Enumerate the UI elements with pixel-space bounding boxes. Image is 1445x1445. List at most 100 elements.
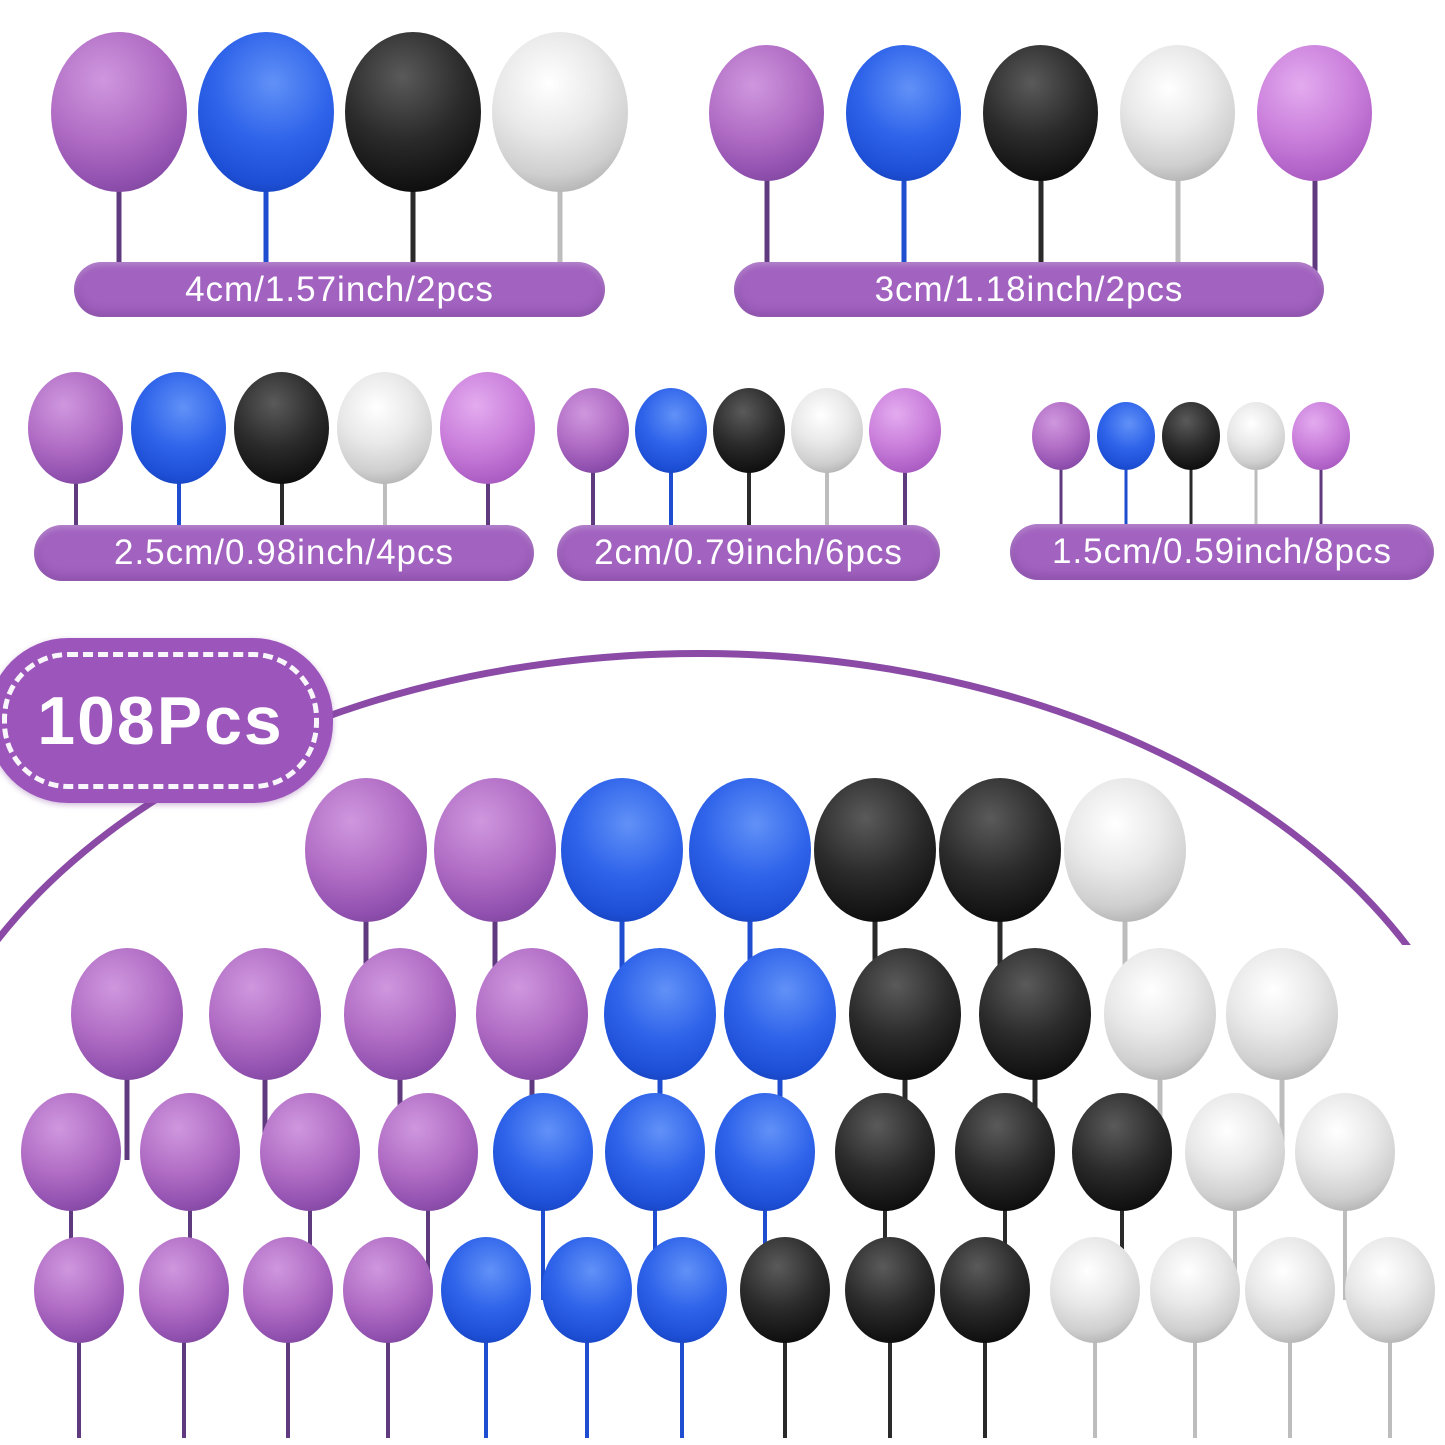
cake-topper-blue: [441, 1237, 531, 1438]
silver-ball: [1295, 1093, 1395, 1211]
purple-ball: [71, 948, 183, 1080]
ball-stick: [783, 1322, 787, 1438]
cake-topper-blue: [131, 372, 226, 560]
cake-topper-silver: [1150, 1237, 1240, 1438]
ball-stick: [680, 1322, 684, 1438]
ball-stick: [124, 1054, 130, 1160]
cake-topper-black: [979, 948, 1091, 1160]
cake-topper-silver: [791, 388, 863, 560]
cake-topper-blue: [637, 1237, 727, 1438]
cake-topper-purple: [434, 778, 556, 1000]
cake-topper-orchid: [869, 388, 941, 560]
cake-topper-purple: [378, 1093, 478, 1300]
cake-topper-silver: [1050, 1237, 1140, 1438]
black-ball: [1072, 1093, 1172, 1211]
ball-stick: [541, 1187, 545, 1300]
ball-stick: [1175, 154, 1180, 295]
piece-count-badge: 108Pcs: [0, 638, 333, 803]
ball-stick: [557, 160, 563, 295]
purple-ball: [28, 372, 123, 484]
cake-topper-silver: [1245, 1237, 1335, 1438]
blue-ball: [493, 1093, 593, 1211]
ball-stick: [1157, 1054, 1163, 1160]
cake-topper-orchid: [440, 372, 535, 560]
purple-ball: [557, 388, 629, 473]
ball-stick: [262, 1054, 268, 1160]
blue-ball: [715, 1093, 815, 1211]
ball-stick: [1254, 456, 1258, 560]
blue-ball: [198, 32, 334, 192]
ball-stick: [484, 1322, 488, 1438]
purple-ball: [260, 1093, 360, 1211]
cake-topper-black: [845, 1237, 935, 1438]
cake-topper-black: [740, 1237, 830, 1438]
blue-ball: [605, 1093, 705, 1211]
silver-ball: [1050, 1237, 1140, 1343]
cake-topper-purple: [343, 1237, 433, 1438]
black-ball: [345, 32, 481, 192]
blue-ball: [635, 388, 707, 473]
cake-topper-purple: [305, 778, 427, 1000]
cake-topper-blue: [715, 1093, 815, 1300]
black-ball: [234, 372, 329, 484]
ball-stick: [872, 893, 878, 1000]
cake-topper-black: [983, 45, 1098, 295]
blue-ball: [131, 372, 226, 484]
blue-ball: [1097, 402, 1155, 470]
cake-topper-purple: [243, 1237, 333, 1438]
cake-topper-silver: [1227, 402, 1285, 560]
size-label-pill: 1.5cm/0.59inch/8pcs: [1010, 524, 1434, 580]
cake-topper-silver: [492, 32, 628, 295]
ball-stick: [386, 1322, 390, 1438]
black-ball: [713, 388, 785, 473]
cake-topper-silver: [1064, 778, 1186, 1000]
cake-topper-black: [234, 372, 329, 560]
ball-stick: [1093, 1322, 1097, 1438]
black-ball: [979, 948, 1091, 1080]
blue-ball: [542, 1237, 632, 1343]
cake-topper-silver: [1295, 1093, 1395, 1300]
blue-ball: [604, 948, 716, 1080]
cake-topper-purple: [139, 1237, 229, 1438]
black-ball: [814, 778, 936, 922]
cake-topper-purple: [209, 948, 321, 1160]
black-ball: [939, 778, 1061, 922]
blue-ball: [637, 1237, 727, 1343]
cake-topper-black: [1162, 402, 1220, 560]
cake-topper-blue: [1097, 402, 1155, 560]
cake-topper-silver: [337, 372, 432, 560]
cake-topper-black: [940, 1237, 1030, 1438]
orchid-ball: [1257, 45, 1372, 181]
cake-topper-purple: [709, 45, 824, 295]
ball-stick: [73, 462, 78, 560]
black-ball: [983, 45, 1098, 181]
cake-topper-blue: [846, 45, 961, 295]
ball-stick: [888, 1322, 892, 1438]
ball-stick: [585, 1322, 589, 1438]
ball-stick: [1312, 154, 1317, 295]
ball-stick: [764, 154, 769, 295]
silver-ball: [1064, 778, 1186, 922]
black-ball: [740, 1237, 830, 1343]
cake-topper-purple: [34, 1237, 124, 1438]
ball-stick: [1288, 1322, 1292, 1438]
orchid-ball: [1292, 402, 1350, 470]
ball-stick: [1319, 456, 1323, 560]
ball-stick: [382, 462, 387, 560]
ball-stick: [619, 893, 625, 1000]
cake-topper-purple: [21, 1093, 121, 1300]
cake-topper-blue: [542, 1237, 632, 1438]
orchid-ball: [440, 372, 535, 484]
ball-stick: [116, 160, 122, 295]
ball-stick: [901, 154, 906, 295]
ball-stick: [1122, 893, 1128, 1000]
ball-stick: [825, 456, 829, 560]
ball-stick: [997, 893, 1003, 1000]
silver-ball: [1245, 1237, 1335, 1343]
decorative-arc-clip: [0, 645, 1445, 945]
purple-ball: [343, 1237, 433, 1343]
black-ball: [845, 1237, 935, 1343]
black-ball: [849, 948, 961, 1080]
purple-ball: [140, 1093, 240, 1211]
